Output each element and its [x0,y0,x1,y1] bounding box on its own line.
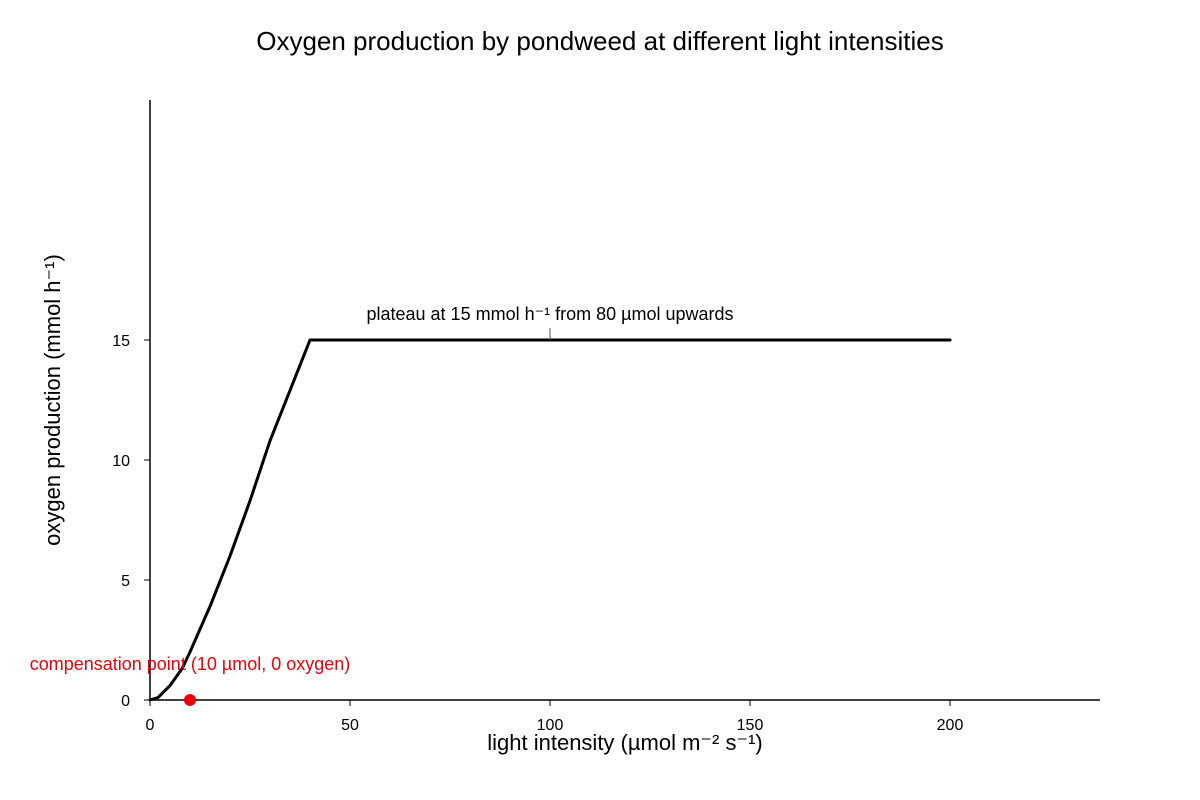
y-axis-label: oxygen production (mmol h⁻¹) [40,254,65,546]
compensation-point-marker [184,694,196,706]
compensation-point-annotation: compensation point (10 µmol, 0 oxygen) [30,654,351,674]
plateau-annotation: plateau at 15 mmol h⁻¹ from 80 µmol upwa… [366,304,733,324]
chart-title: Oxygen production by pondweed at differe… [256,26,944,56]
y-tick-label: 5 [121,573,130,590]
y-tick-label: 0 [121,693,130,710]
points-layer [184,694,196,706]
y-tick-label: 10 [112,453,130,470]
x-tick-label: 0 [146,717,155,734]
x-tick-label: 100 [537,717,564,734]
x-tick-label: 150 [737,717,764,734]
x-axis-ticks: 0 50 100 150 200 [146,700,964,734]
series-layer [148,338,952,702]
series-line [148,338,952,702]
x-tick-label: 200 [937,717,964,734]
x-tick-label: 50 [341,717,359,734]
x-axis-label: light intensity (µmol m⁻² s⁻¹) [487,730,763,755]
y-tick-label: 15 [112,333,130,350]
annotation-layer: plateau at 15 mmol h⁻¹ from 80 µmol upwa… [30,304,734,674]
